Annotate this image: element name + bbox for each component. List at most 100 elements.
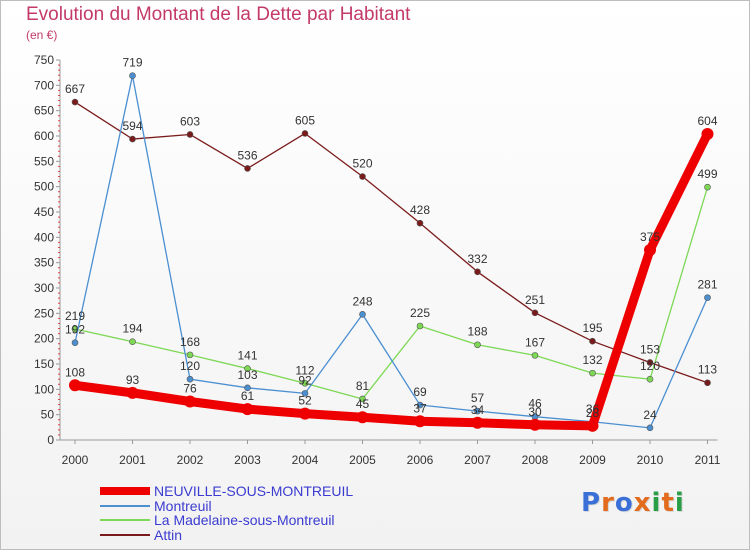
x-tick-label: 2009	[579, 453, 606, 467]
data-label-attin: 113	[698, 363, 717, 377]
data-point-neuville	[471, 416, 484, 429]
data-label-montreuil: 92	[298, 373, 312, 387]
data-label-montreuil: 57	[471, 391, 485, 405]
data-label-madelaine: 167	[525, 335, 545, 349]
x-tick-label: 2007	[464, 453, 491, 467]
data-label-madelaine: 168	[180, 335, 200, 349]
data-point-neuville	[701, 127, 714, 140]
data-point-madelaine	[531, 352, 539, 359]
data-point-montreuil	[186, 375, 194, 383]
data-point-attin	[474, 268, 481, 276]
proxiti-logo: Proxiti	[581, 488, 685, 518]
x-tick-label: 2003	[234, 453, 261, 467]
data-label-neuville: 52	[298, 394, 312, 408]
series-line-attin	[74, 101, 709, 384]
data-point-montreuil	[301, 390, 309, 397]
data-point-montreuil	[646, 424, 654, 432]
chart-title: Evolution du Montant de la Dette par Hab…	[26, 4, 411, 25]
data-point-attin	[359, 173, 366, 180]
data-label-neuville: 375	[640, 230, 660, 244]
data-label-montreuil: 103	[237, 368, 257, 382]
legend-label-madelaine: La Madelaine-sous-Montreuil	[154, 512, 335, 528]
data-point-madelaine	[474, 341, 481, 349]
data-label-neuville: 45	[356, 397, 370, 411]
data-label-madelaine: 219	[65, 309, 85, 323]
data-label-madelaine: 141	[237, 349, 257, 363]
y-tick-label: 600	[34, 129, 54, 143]
y-tick-label: 550	[34, 154, 54, 168]
data-label-madelaine: 120	[640, 359, 660, 373]
data-point-neuville	[126, 386, 139, 399]
data-label-attin: 667	[65, 82, 85, 96]
y-tick-label: 350	[34, 256, 54, 270]
data-label-attin: 520	[352, 157, 372, 171]
data-point-attin	[531, 309, 539, 317]
y-tick-label: 750	[34, 53, 54, 67]
data-point-montreuil	[704, 294, 711, 301]
y-tick-label: 0	[47, 433, 54, 447]
data-point-neuville	[299, 407, 311, 420]
data-label-montreuil: 46	[528, 397, 542, 411]
data-point-madelaine	[704, 183, 711, 191]
data-point-montreuil	[71, 339, 79, 347]
data-label-attin: 603	[180, 114, 200, 128]
data-label-montreuil: 36	[586, 402, 600, 416]
logo-letter: r	[601, 488, 615, 518]
data-label-neuville: 93	[126, 373, 140, 387]
y-tick-label: 450	[34, 205, 54, 219]
data-point-madelaine	[646, 375, 654, 383]
legend-label-montreuil: Montreuil	[154, 497, 212, 514]
data-point-montreuil	[129, 72, 136, 80]
data-point-attin	[244, 165, 251, 172]
y-tick-label: 700	[34, 78, 54, 92]
y-tick-label: 400	[34, 230, 54, 244]
data-point-attin	[301, 130, 309, 137]
data-label-neuville: 28	[586, 406, 600, 420]
logo-letter: x	[633, 488, 652, 518]
data-point-attin	[129, 135, 136, 143]
data-point-montreuil	[244, 384, 251, 392]
data-point-madelaine	[301, 379, 309, 387]
data-point-montreuil	[359, 311, 366, 318]
data-label-neuville: 37	[413, 401, 427, 415]
legend-label-attin: Attin	[154, 526, 183, 543]
legend-swatch-montreuil	[100, 504, 150, 507]
data-label-neuville: 30	[528, 405, 542, 419]
data-label-montreuil: 69	[413, 385, 427, 399]
data-point-neuville	[69, 379, 81, 392]
data-point-attin	[71, 98, 79, 106]
data-label-attin: 332	[467, 252, 487, 266]
legend-swatch-attin	[100, 533, 150, 536]
data-label-attin: 153	[640, 342, 660, 356]
x-tick-label: 2006	[407, 453, 434, 467]
y-tick-label: 100	[34, 382, 54, 396]
y-tick-label: 250	[34, 306, 54, 320]
chart-subtitle: (en €)	[26, 28, 58, 42]
data-label-madelaine: 499	[697, 167, 717, 181]
data-label-attin: 251	[525, 293, 545, 307]
legend-swatch-neuville	[100, 487, 150, 495]
logo-letter: o	[614, 488, 634, 518]
data-label-madelaine: 194	[122, 322, 142, 336]
data-label-madelaine: 81	[356, 379, 370, 393]
data-label-montreuil: 192	[65, 323, 85, 337]
data-point-neuville	[241, 403, 254, 416]
data-label-montreuil: 120	[180, 359, 200, 373]
data-point-neuville	[529, 418, 541, 431]
data-label-neuville: 34	[471, 403, 485, 417]
x-tick-label: 2008	[522, 453, 549, 467]
data-label-montreuil: 281	[697, 278, 717, 292]
data-label-madelaine: 132	[582, 353, 602, 367]
data-point-neuville	[356, 411, 369, 424]
data-point-attin	[186, 131, 194, 138]
data-point-madelaine	[416, 322, 424, 330]
y-tick-label: 500	[34, 180, 54, 194]
x-tick-label: 2010	[637, 453, 664, 467]
logo-letter: P	[581, 488, 602, 518]
data-point-attin	[589, 337, 596, 345]
data-point-neuville	[184, 395, 196, 408]
data-label-attin: 536	[237, 148, 257, 162]
logo-letter: i	[651, 488, 662, 518]
